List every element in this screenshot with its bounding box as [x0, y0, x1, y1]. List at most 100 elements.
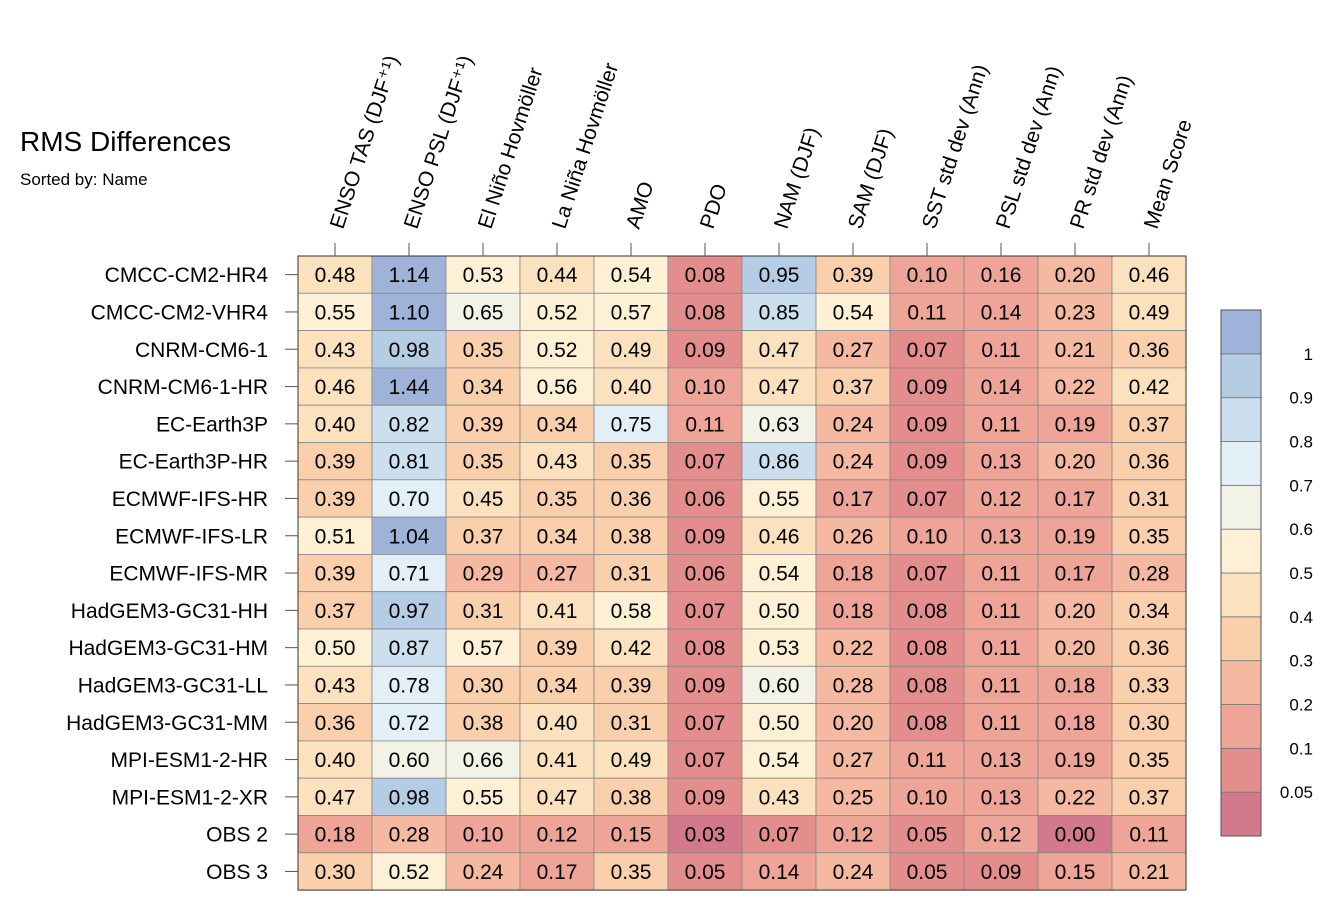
cell-value-label: 0.28	[833, 674, 874, 697]
cell-value-label: 0.43	[759, 786, 800, 809]
heatmap-cell	[741, 255, 817, 294]
cell-value-label: 0.07	[759, 824, 800, 847]
cell-value-label: 0.55	[759, 488, 800, 511]
cell-value-label: 0.55	[463, 786, 504, 809]
row-label: ECMWF-IFS-MR	[109, 563, 268, 586]
heatmap-cell	[741, 292, 817, 331]
column-label: ENSO TAS (DJF⁺¹)	[326, 53, 404, 232]
heatmap-cell	[371, 852, 447, 891]
cell-value-label: 0.37	[1129, 786, 1170, 809]
heatmap-cell	[371, 516, 447, 555]
heatmap-cell	[297, 479, 373, 518]
cell-value-label: 0.09	[685, 674, 726, 697]
heatmap-cell	[297, 516, 373, 555]
heatmap-cell	[889, 815, 965, 854]
cell-value-label: 0.31	[611, 712, 652, 735]
heatmap-cell	[1111, 591, 1187, 630]
heatmap-cell	[1037, 479, 1113, 518]
heatmap-cell	[371, 330, 447, 369]
cell-value-label: 0.58	[611, 600, 652, 623]
heatmap-cell	[963, 516, 1039, 555]
cell-value-label: 0.07	[907, 339, 948, 362]
cell-value-label: 0.25	[833, 786, 874, 809]
heatmap-cell	[963, 554, 1039, 593]
cell-value-label: 0.35	[1129, 749, 1170, 772]
heatmap-cell	[445, 292, 521, 331]
heatmap-cell	[815, 516, 891, 555]
heatmap-cell	[593, 292, 669, 331]
heatmap-cell	[445, 628, 521, 667]
cell-value-label: 1.14	[389, 264, 430, 287]
cell-value-label: 0.53	[463, 264, 504, 287]
cell-value-label: 1.44	[389, 376, 430, 399]
cell-value-label: 0.36	[611, 488, 652, 511]
cell-value-label: 0.05	[907, 861, 948, 884]
cell-value-label: 0.20	[1055, 600, 1096, 623]
cell-value-label: 0.12	[981, 824, 1022, 847]
cell-value-label: 0.24	[463, 861, 504, 884]
heatmap-cell	[889, 591, 965, 630]
heatmap-cell	[1037, 516, 1113, 555]
cell-value-label: 0.54	[759, 749, 800, 772]
cell-value-label: 0.24	[833, 413, 874, 436]
chart-subtitle: Sorted by: Name	[20, 170, 148, 189]
cell-value-label: 0.39	[315, 563, 356, 586]
heatmap-cell	[963, 591, 1039, 630]
cell-value-label: 0.06	[685, 563, 726, 586]
cell-value-label: 0.13	[981, 749, 1022, 772]
cell-value-label: 0.24	[833, 451, 874, 474]
cell-value-label: 0.54	[759, 563, 800, 586]
cell-value-label: 0.24	[833, 861, 874, 884]
cell-value-label: 0.16	[981, 264, 1022, 287]
heatmap-cell	[593, 665, 669, 704]
heatmap-cell	[1111, 516, 1187, 555]
colorbar-segment	[1220, 791, 1262, 837]
cell-value-label: 0.11	[981, 674, 1020, 697]
cell-value-label: 0.30	[463, 674, 504, 697]
cell-value-label: 0.37	[315, 600, 356, 623]
cell-value-label: 0.13	[981, 786, 1022, 809]
cell-value-label: 1.10	[389, 301, 430, 324]
cell-value-label: 0.50	[315, 637, 356, 660]
colorbar-segment	[1220, 572, 1262, 618]
cell-value-label: 0.14	[981, 301, 1022, 324]
cell-value-label: 0.35	[463, 339, 504, 362]
heatmap-cell	[963, 815, 1039, 854]
heatmap-cell	[371, 777, 447, 816]
heatmap-cell	[815, 777, 891, 816]
heatmap-cell	[1111, 367, 1187, 406]
cell-value-label: 0.37	[463, 525, 504, 548]
cell-value-label: 0.15	[611, 824, 652, 847]
heatmap-cell	[519, 479, 595, 518]
cell-value-label: 0.09	[907, 376, 948, 399]
heatmap-cell	[741, 740, 817, 779]
heatmap-cell	[297, 255, 373, 294]
colorbar-segment	[1220, 484, 1262, 530]
cell-value-label: 0.49	[611, 749, 652, 772]
heatmap-cell	[445, 554, 521, 593]
cell-value-label: 0.34	[1129, 600, 1170, 623]
heatmap-cell	[667, 777, 743, 816]
cell-value-label: 0.12	[537, 824, 578, 847]
cell-value-label: 0.98	[389, 339, 430, 362]
heatmap-cell	[667, 554, 743, 593]
column-label: AMO	[622, 179, 659, 232]
cell-value-label: 0.20	[833, 712, 874, 735]
colorbar-tick-label: 0.05	[1280, 783, 1313, 802]
heatmap-cell	[889, 740, 965, 779]
cell-value-label: 0.33	[1129, 674, 1170, 697]
cell-value-label: 0.55	[315, 301, 356, 324]
cell-value-label: 0.98	[389, 786, 430, 809]
cell-value-label: 0.40	[611, 376, 652, 399]
cell-value-label: 0.70	[389, 488, 430, 511]
heatmap-cell	[889, 665, 965, 704]
cell-value-label: 0.17	[833, 488, 874, 511]
cell-value-label: 0.30	[1129, 712, 1170, 735]
cell-value-label: 0.35	[611, 861, 652, 884]
cell-value-label: 0.11	[907, 301, 946, 324]
cell-value-label: 0.57	[611, 301, 652, 324]
heatmap-cell	[445, 815, 521, 854]
colorbar-segment	[1220, 528, 1262, 574]
cell-value-label: 0.20	[1055, 637, 1096, 660]
cell-value-label: 0.41	[537, 749, 578, 772]
